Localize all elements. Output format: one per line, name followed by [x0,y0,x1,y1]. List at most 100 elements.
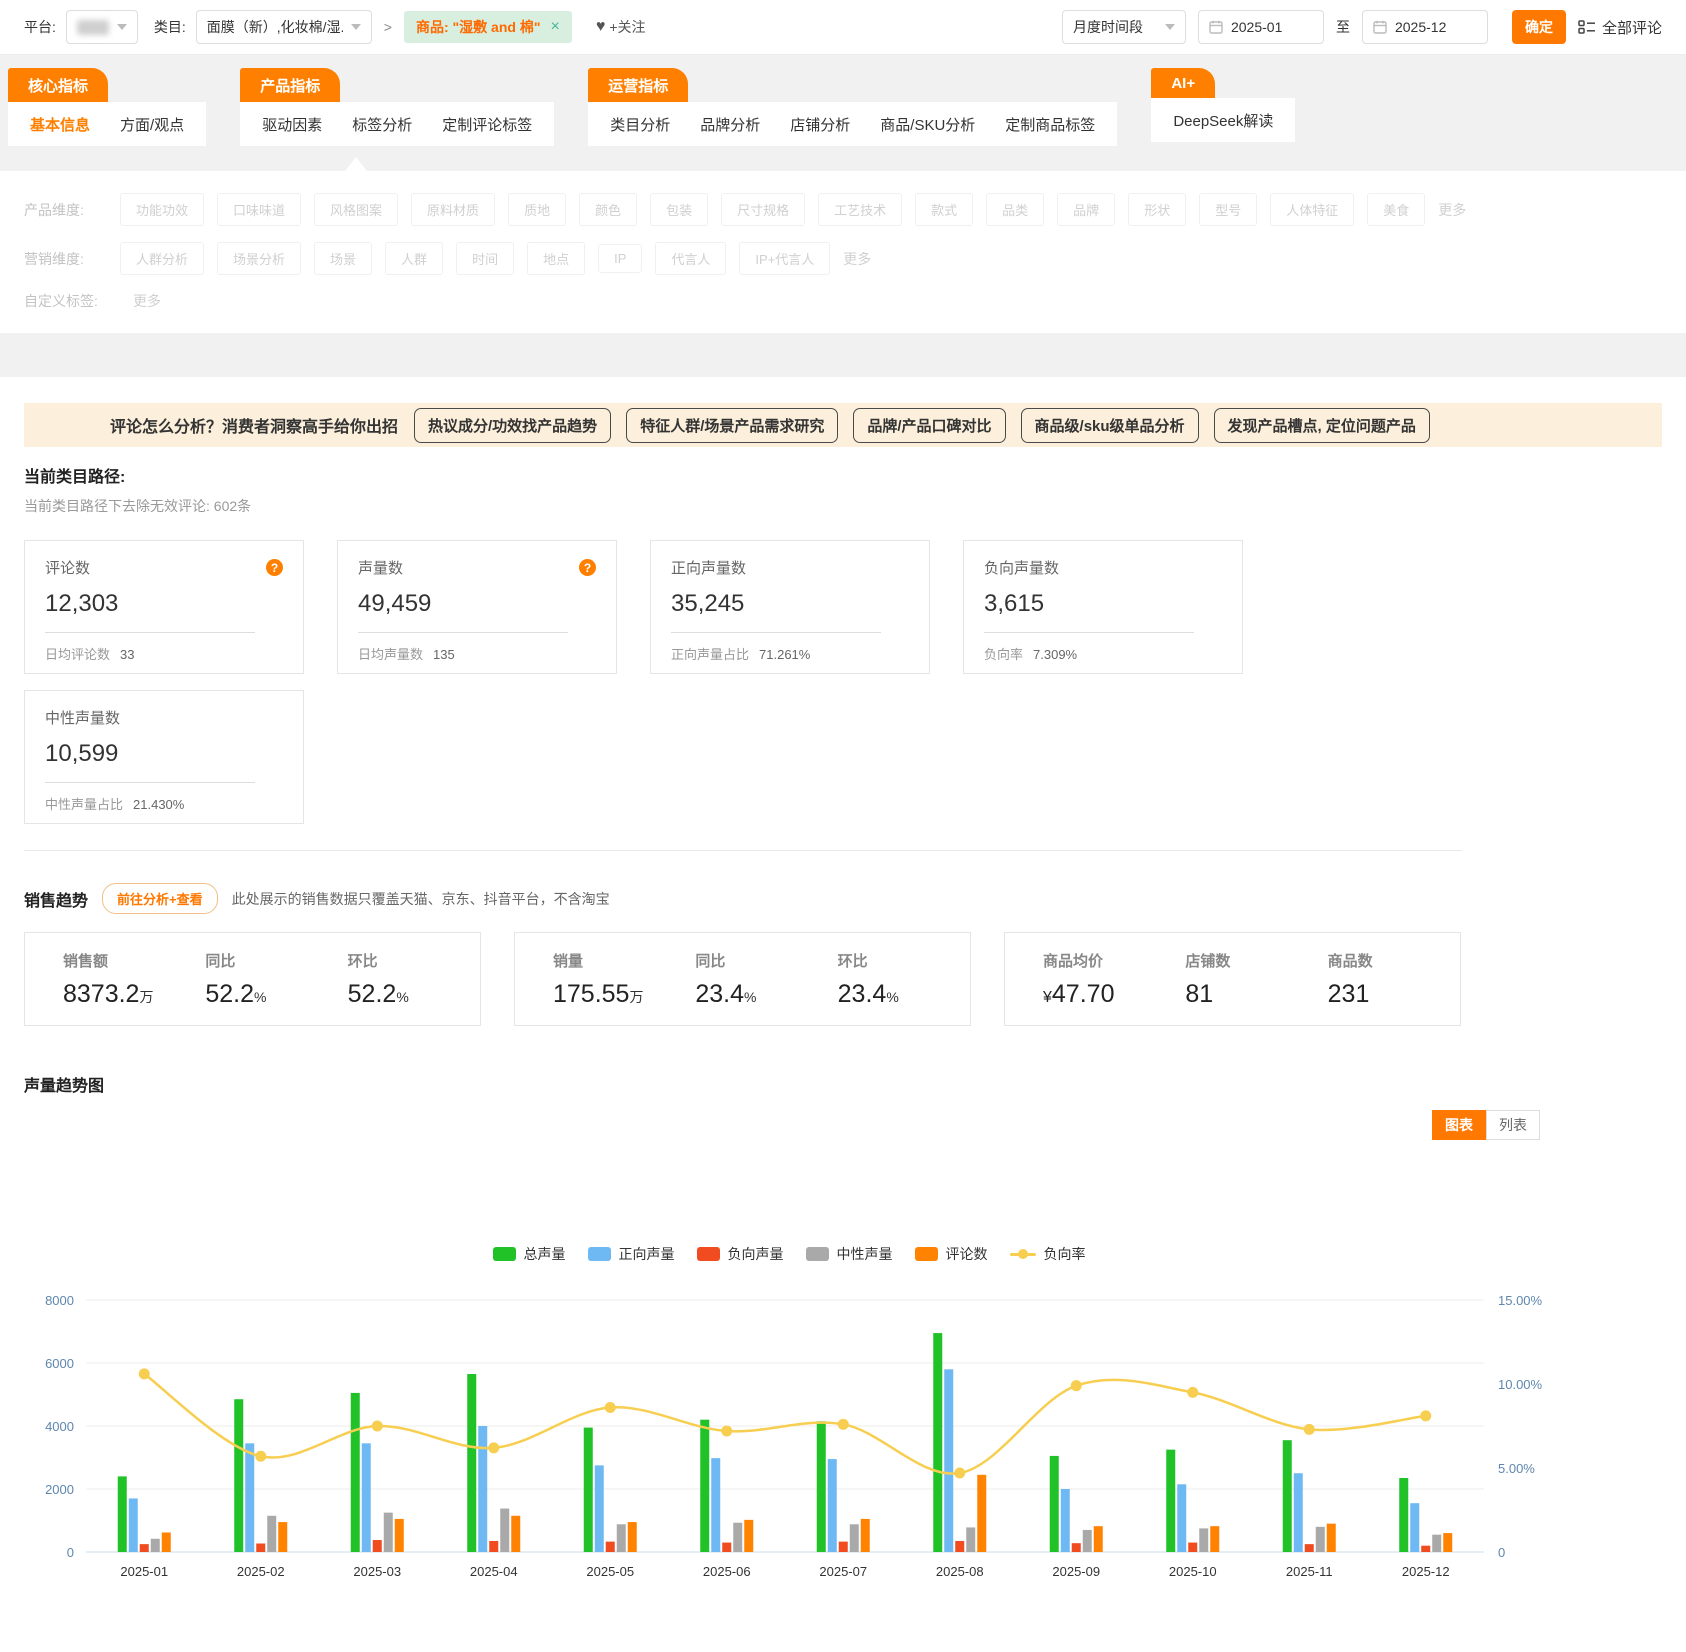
stat-card-value: 49,459 [358,590,432,617]
date-to-input[interactable]: 2025-12 [1361,10,1488,44]
category-select[interactable]: 面膜（新）,化妆棉/湿... [195,10,372,44]
filter-chip[interactable]: 包装 [650,193,709,226]
legend-item-总声量[interactable]: 总声量 [492,1244,566,1264]
chart-toggle-列表[interactable]: 列表 [1486,1110,1540,1140]
filter-chip[interactable]: 人群 [385,242,444,275]
filter-chip[interactable]: 口味味道 [217,193,302,226]
calendar-icon [1209,20,1223,34]
tab-驱动因素[interactable]: 驱动因素 [262,116,323,134]
banner-button[interactable]: 商品级/sku级单品分析 [1020,407,1199,443]
sales-metric-label: 环比 [347,952,378,970]
svg-text:0: 0 [1498,1545,1505,1560]
tab-商品/SKU分析[interactable]: 商品/SKU分析 [880,116,976,134]
filter-chip[interactable]: 代言人 [655,242,727,275]
tab-DeepSeek解读[interactable]: DeepSeek解读 [1173,112,1274,130]
filter-chip[interactable]: 人体特征 [1270,193,1355,226]
filter-chip[interactable]: 功能功效 [120,193,205,226]
tab-品牌分析[interactable]: 品牌分析 [700,116,761,134]
sales-metric-value: ¥47.70 [1043,979,1115,1008]
confirm-button[interactable]: 确定 [1511,10,1566,44]
follow-button[interactable]: ♥ +关注 [596,17,646,37]
all-comments-button[interactable]: 全部评论 [1578,17,1662,38]
legend-swatch [696,1247,720,1261]
filter-chip[interactable]: 工艺技术 [818,193,903,226]
legend-item-正向声量[interactable]: 正向声量 [587,1244,675,1264]
filter-chip[interactable]: 美食 [1367,193,1426,226]
stat-card-label: 评论数 [45,560,91,577]
tab-定制评论标签[interactable]: 定制评论标签 [442,116,533,134]
filter-chip[interactable]: 品类 [986,193,1045,226]
stat-card-footer: 中性声量占比 21.430% [45,797,185,812]
banner-button[interactable]: 特征人群/场景产品需求研究 [626,407,839,443]
tab-类目分析[interactable]: 类目分析 [610,116,671,134]
filter-chip[interactable]: 原料材质 [411,193,496,226]
filter-chip[interactable]: 颜色 [579,193,638,226]
filter-chip[interactable]: 形状 [1128,193,1187,226]
filter-chip[interactable]: 款式 [915,193,974,226]
filter-chip[interactable]: 场景分析 [217,242,302,275]
sales-box: 销售额 8373.2万 同比 52.2% 环比 52.2% [24,932,481,1026]
tab-基本信息[interactable]: 基本信息 [30,116,91,134]
tab-方面/观点[interactable]: 方面/观点 [120,116,185,134]
svg-text:5.00%: 5.00% [1498,1461,1535,1476]
filter-more-link[interactable]: 更多 [133,293,161,309]
chart-toggle-图表[interactable]: 图表 [1432,1110,1486,1140]
filter-chip[interactable]: 时间 [456,242,515,275]
sales-metric-label: 销售额 [63,952,109,970]
legend-item-负向声量[interactable]: 负向声量 [696,1244,784,1264]
help-icon[interactable]: ? [266,559,283,576]
filter-chip[interactable]: 尺寸规格 [721,193,806,226]
sales-metric: 商品均价 ¥47.70 [1019,950,1161,1009]
legend-item-负向率[interactable]: 负向率 [1009,1244,1086,1264]
stat-card-footer-value: 21.430% [133,797,185,812]
filter-more-link[interactable]: 更多 [843,250,872,267]
sales-metric-label: 商品均价 [1043,952,1104,970]
tab-定制商品标签[interactable]: 定制商品标签 [1005,116,1096,134]
product-filter-chip[interactable]: 商品: "湿敷 and 棉" × [403,11,572,43]
sales-metric: 环比 23.4% [814,950,956,1009]
tab-group-0: 核心指标 基本信息 方面/观点 [8,68,207,146]
banner-button[interactable]: 发现产品槽点, 定位问题产品 [1213,407,1430,443]
banner-button[interactable]: 品牌/产品口碑对比 [853,407,1006,443]
filter-row-1: 营销维度: 人群分析 场景分析 场景 人群 时间 地点 IP 代言人 IP+代言人 更多 [24,242,1662,275]
filter-chip[interactable]: 型号 [1199,193,1258,226]
filter-chip[interactable]: 风格图案 [314,193,399,226]
product-filter-chip-label: 商品: "湿敷 and 棉" [415,19,541,35]
filter-row-0: 产品维度: 功能功效 口味味道 风格图案 原料材质 质地 颜色 包装 尺寸规格 工艺技术 款式 品类品… [24,193,1662,226]
legend-item-评论数[interactable]: 评论数 [914,1244,988,1264]
date-from-input[interactable]: 2025-01 [1197,10,1324,44]
date-from-value: 2025-01 [1230,19,1283,35]
filter-chip[interactable]: 地点 [527,242,586,275]
go-analyze-button[interactable]: 前往分析+查看 [102,883,218,914]
filter-more-link[interactable]: 更多 [1438,201,1467,218]
help-icon[interactable]: ? [579,559,596,576]
filter-chip[interactable]: 品牌 [1057,193,1116,226]
banner-button[interactable]: 热议成分/功效找产品趋势 [414,407,612,443]
category-label: 类目: [153,19,186,35]
svg-text:2025-12: 2025-12 [1402,1564,1450,1579]
stat-card-footer-value: 71.261% [759,647,811,662]
filter-chip[interactable]: IP [598,244,643,273]
close-icon[interactable]: × [550,18,560,35]
value-unit: 万 [139,988,154,1005]
tab-group-1: 产品指标 驱动因素 标签分析 定制评论标签 [240,68,555,146]
filter-chip[interactable]: 质地 [508,193,567,226]
period-type-select[interactable]: 月度时间段 [1061,10,1186,44]
svg-text:2025-07: 2025-07 [819,1564,867,1579]
filter-chip[interactable]: 人群分析 [120,242,205,275]
stat-cards-row-1: 评论数? 12,303 日均评论数 33 声量数? 49,459 日均声量数 135 正向声量数… [24,540,1662,674]
svg-text:2025-02: 2025-02 [237,1564,285,1579]
filter-chip[interactable]: IP+代言人 [739,242,831,275]
platform-select[interactable] [65,10,138,44]
chart-view-toggle: 图表 列表 [24,1110,1540,1140]
all-comments-label: 全部评论 [1601,19,1662,37]
filter-chip[interactable]: 场景 [314,242,373,275]
tab-店铺分析[interactable]: 店铺分析 [790,116,851,134]
tab-标签分析[interactable]: 标签分析 [352,116,413,134]
legend-item-中性声量[interactable]: 中性声量 [805,1244,893,1264]
legend-label: 负向率 [1043,1246,1086,1262]
sales-metric: 商品数 231 [1304,950,1446,1009]
tab-group-body: 类目分析 品牌分析 店铺分析 商品/SKU分析 定制商品标签 [588,102,1118,146]
svg-text:2025-01: 2025-01 [120,1564,168,1579]
main-content: 评论怎么分析？消费者洞察高手给你出招 热议成分/功效找产品趋势 特征人群/场景产品… [0,377,1686,1597]
